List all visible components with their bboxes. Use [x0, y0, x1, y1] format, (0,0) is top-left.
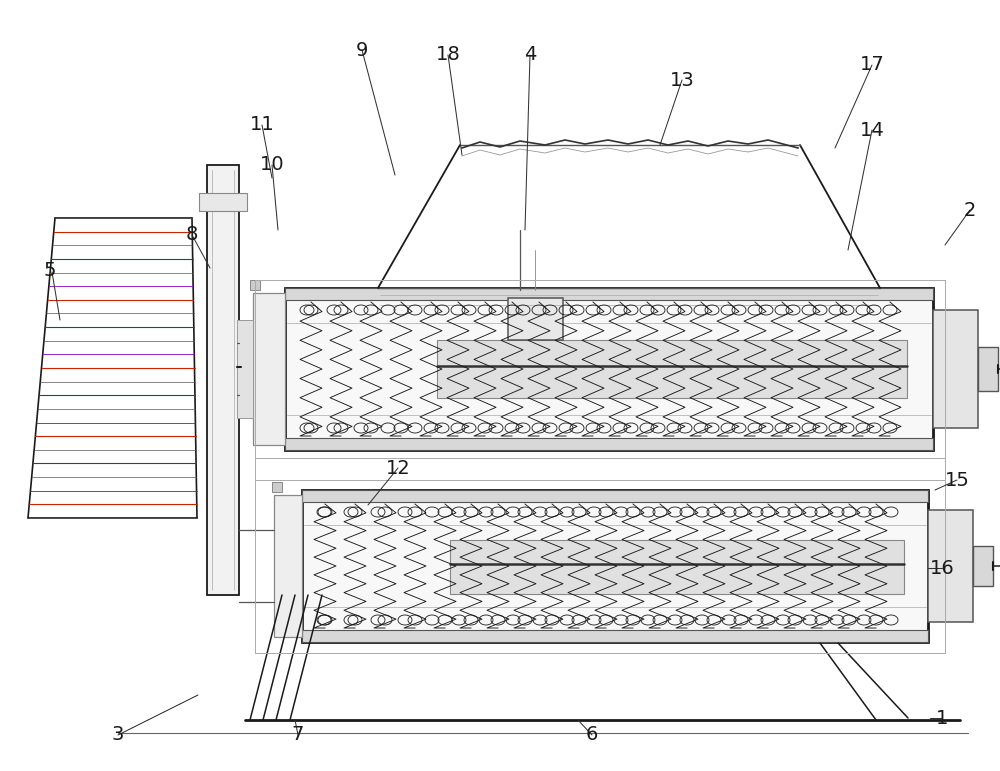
Text: 14: 14 [860, 120, 884, 140]
Text: 17: 17 [860, 56, 884, 75]
Bar [253, 293, 285, 445]
Bar [207, 165, 239, 595]
Text: 5: 5 [44, 261, 56, 280]
Text: 4: 4 [524, 45, 536, 65]
Text: 3: 3 [112, 726, 124, 745]
Bar [285, 288, 933, 450]
Bar [973, 546, 993, 586]
Bar [302, 490, 928, 502]
Bar [274, 495, 302, 637]
Text: 7: 7 [292, 726, 304, 745]
Bar [285, 288, 933, 300]
Text: 12: 12 [386, 459, 410, 477]
Bar [928, 510, 973, 622]
Text: 11: 11 [250, 116, 274, 134]
Bar [250, 280, 260, 290]
Text: 2: 2 [964, 200, 976, 220]
Bar [302, 630, 928, 642]
Text: 10: 10 [260, 156, 284, 174]
Text: 8: 8 [186, 225, 198, 244]
Bar [933, 310, 978, 428]
Bar [285, 438, 933, 450]
Text: 13: 13 [670, 70, 694, 89]
Text: 6: 6 [586, 726, 598, 745]
Text: 18: 18 [436, 45, 460, 65]
Bar [508, 298, 563, 340]
Text: 9: 9 [356, 41, 368, 59]
Bar [978, 347, 998, 391]
Text: 1: 1 [936, 709, 948, 728]
Text: 16: 16 [930, 558, 954, 577]
Bar [437, 340, 907, 398]
Text: 15: 15 [945, 470, 969, 490]
Bar [302, 490, 928, 642]
Bar [272, 482, 282, 492]
Bar [199, 193, 247, 211]
Bar [237, 320, 253, 418]
Bar [450, 540, 904, 594]
